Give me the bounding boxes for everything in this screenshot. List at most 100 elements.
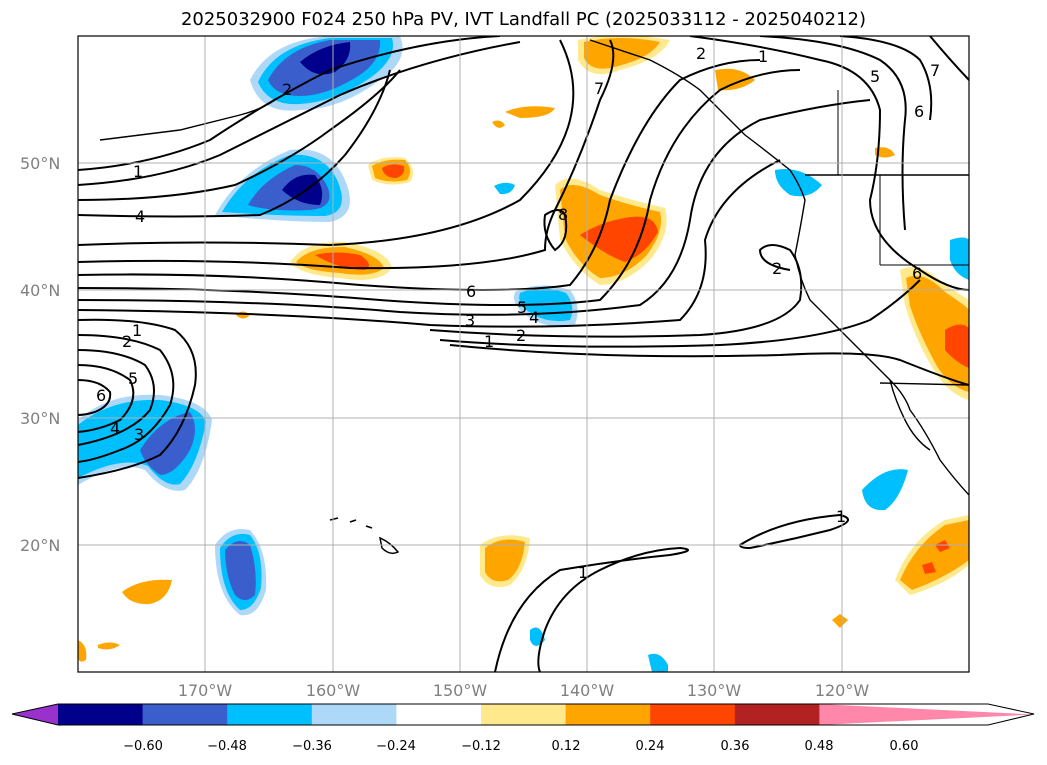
lon-label-130w: 130°W [687,681,742,700]
lon-label-120w: 120°W [815,681,870,700]
contour-line-21 [543,209,568,252]
contour-line-14 [78,318,197,479]
contour-line-23 [759,36,907,231]
colorbar-tick-label: −0.36 [292,739,332,754]
contour-line-25 [929,36,969,81]
colorbar-swatches [12,704,1034,725]
lon-label-140w: 140°W [560,681,615,700]
positive-anomaly-7 [122,579,172,605]
contour-label-2b: 2 [122,332,132,351]
contour-label-7b: 7 [930,61,940,80]
negative-anomaly-5 [494,182,515,195]
coastline-baja [889,379,931,451]
contour-line-5 [78,39,575,247]
colorbar-tick-label: 0.36 [721,739,750,754]
latitude-axis: 20°N 30°N 40°N 50°N [20,154,60,555]
longitude-axis: 170°W 160°W 150°W 140°W 130°W 120°W [178,681,870,700]
colorbar-extend-high [819,704,1034,725]
contour-line-4 [78,69,391,218]
colorbar-swatch [481,704,567,725]
negative-anomaly-baja [862,469,908,511]
map-panel: 1 4 6 5 4 3 2 1 1 2 5 6 4 3 1 1 7 2 1 5 … [78,36,969,672]
positive-anomaly-4 [505,106,555,118]
gridlines [78,36,969,672]
contour-label-5: 5 [517,298,527,317]
colorbar-tick-label: −0.12 [461,739,501,754]
colorbar-swatch [650,704,736,725]
contour-label-1d: 1 [578,563,588,582]
colorbar-extend-low [12,704,58,725]
contour-label-4b: 4 [529,308,539,327]
lon-label-160w: 160°W [306,681,361,700]
contour-line-16 [78,349,155,446]
contour-label-1b: 1 [484,332,494,351]
contour-label-3: 3 [465,311,475,330]
lat-label-40n: 40°N [20,281,60,300]
contour-label-1c: 1 [132,321,142,340]
colorbar-tick-label: 0.48 [805,739,834,754]
contour-label-5b: 5 [128,369,138,388]
contour-line-10 [78,159,781,328]
contour-line-9 [78,99,871,316]
negative-anomaly-7 [648,653,668,672]
contour-line-18 [78,379,112,416]
lat-label-30n: 30°N [20,409,60,428]
contour-line-24 [839,36,933,121]
colorbar-swatch [396,704,482,725]
contour-line-12 [439,279,921,348]
shading-layer [78,36,969,672]
negative-anomaly-rockies [950,237,969,280]
contour-line-19 [494,546,689,672]
map-title: 2025032900 F024 250 hPa PV, IVT Landfall… [180,9,867,30]
contour-line-1 [78,36,501,171]
colorbar-tick-label: 0.24 [636,739,665,754]
contour-line-2 [78,41,521,186]
contour-line-13 [449,344,969,386]
colorbar-outline [11,703,1035,726]
colorbar-swatch [142,704,228,725]
contour-label-2c: 2 [696,44,706,63]
contour-line-22 [689,36,969,291]
positive-anomaly-6 [875,147,895,158]
contour-label-4: 4 [135,207,145,226]
contour-lines [78,36,969,672]
contour-label-5c: 5 [870,67,880,86]
contour-label-4c: 4 [110,419,120,438]
border-us-mexico [879,382,969,386]
contour-label-6d: 6 [912,264,922,283]
contour-label-1: 1 [133,162,143,181]
contour-line-15 [78,334,175,463]
contour-label-6b: 6 [96,386,106,405]
contour-line-8 [78,69,801,306]
colorbar-swatch [311,704,397,725]
contour-label-6: 6 [466,282,476,301]
negative-anomaly-gulf-north [215,149,350,222]
colorbar-tick-label: 0.12 [552,739,581,754]
contour-label-group: 1 4 6 5 4 3 2 1 1 2 5 6 4 3 1 1 7 2 1 5 … [96,44,940,582]
coastline-aleutians [99,99,276,141]
positive-anomaly-1 [368,157,414,185]
contour-line-20 [738,513,849,550]
lon-label-150w: 150°W [433,681,488,700]
coastline-alaska [589,39,791,171]
colorbar-tick-label: 0.60 [890,739,919,754]
colorbar-swatch [734,704,820,725]
contour-line-6 [78,39,615,270]
contour-label-2d: 2 [772,259,782,278]
hawaii-islands [329,517,400,555]
lat-label-20n: 20°N [20,536,60,555]
colorbar: −0.60 −0.48 −0.36 −0.24 −0.12 0.12 0.24 … [11,703,1035,754]
contour-line-11 [429,244,803,338]
state-lines [837,90,969,266]
colorbar-tick-label: −0.24 [376,739,416,754]
contour-line-3 [78,69,401,201]
contour-label-1f: 1 [758,47,768,66]
positive-anomaly-southwest [900,267,969,400]
positive-anomaly-11 [832,614,848,628]
positive-anomaly-9 [78,640,87,662]
lat-label-50n: 50°N [20,154,60,173]
positive-anomaly-5 [492,120,505,128]
contour-label-8: 8 [558,205,568,224]
colorbar-tick-label: −0.60 [123,739,163,754]
